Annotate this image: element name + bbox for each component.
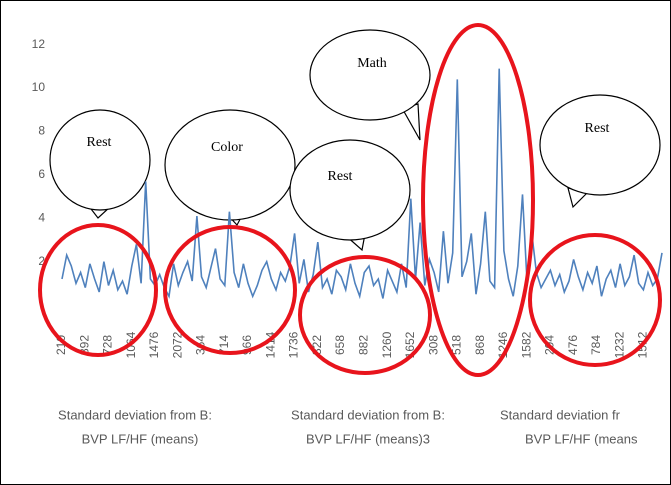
highlight-ellipse (298, 255, 432, 375)
y-tick-label: 4 (38, 210, 45, 224)
x-tick-label: 1232 (612, 331, 626, 358)
x-tick-label: 1476 (147, 331, 161, 358)
x-tick-label: 2072 (170, 331, 184, 358)
x-tick-label: 210 (54, 335, 68, 355)
x-tick-label: 658 (333, 335, 347, 355)
highlight-ellipse (528, 233, 662, 367)
bubble-text: Rest (585, 121, 610, 136)
group-label: Standard deviation fr (500, 407, 621, 422)
y-tick-label: 8 (38, 124, 45, 138)
x-tick-label: 392 (77, 335, 91, 355)
x-tick-label: 1736 (287, 331, 301, 358)
x-tick-label: 518 (450, 335, 464, 355)
group-label: Standard deviation from B: (291, 407, 445, 422)
bubble (164, 109, 296, 221)
x-tick-label: 882 (356, 335, 370, 355)
highlight-ellipse (163, 225, 297, 355)
x-tick-label: 714 (217, 335, 231, 355)
x-tick-label: 308 (426, 335, 440, 355)
x-tick-label: 868 (473, 335, 487, 355)
bubble-text: Color (211, 140, 243, 155)
bubble-text: Rest (87, 135, 112, 150)
y-tick-label: 2 (38, 254, 45, 268)
highlight-ellipse (38, 223, 158, 357)
group-label: Standard deviation from B: (58, 407, 212, 422)
speech-bubbles (49, 29, 661, 252)
y-tick-label: 6 (38, 167, 45, 181)
data-line (61, 68, 663, 300)
x-tick-label: 1582 (519, 331, 533, 358)
bubble (49, 109, 151, 211)
bubble (289, 139, 411, 241)
highlight-ellipse (421, 23, 535, 377)
x-tick-label: 1260 (380, 331, 394, 358)
group-label: BVP LF/HF (means) (82, 431, 199, 446)
bubble (539, 94, 661, 196)
group-label: BVP LF/HF (means)3 (306, 431, 430, 446)
bubble-text: Rest (328, 169, 353, 184)
group-label: BVP LF/HF (means (525, 431, 638, 446)
bubble-text: Math (357, 56, 387, 71)
x-tick-label: 784 (589, 335, 603, 355)
y-tick-label: 10 (32, 80, 46, 94)
x-tick-label: 476 (566, 335, 580, 355)
bubble (309, 29, 431, 121)
y-tick-label: 12 (32, 37, 46, 51)
x-tick-label: 728 (101, 335, 115, 355)
